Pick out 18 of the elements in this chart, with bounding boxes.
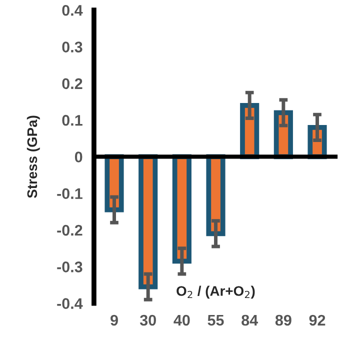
y-axis-title: Stress (GPa) bbox=[26, 116, 40, 198]
x-tick-label: 89 bbox=[275, 314, 292, 326]
y-tick-label: 0.3 bbox=[62, 42, 82, 52]
y-tick-label: 0.1 bbox=[62, 114, 82, 126]
x-tick-label: 84 bbox=[242, 314, 258, 326]
x-tick-label: 92 bbox=[309, 314, 326, 326]
y-tick-label: 0 bbox=[74, 152, 82, 162]
x-tick-label: 30 bbox=[140, 314, 156, 326]
y-tick-label: 0.4 bbox=[62, 4, 83, 16]
y-tick-label: -0.1 bbox=[57, 188, 82, 200]
y-tick-label: -0.3 bbox=[57, 262, 82, 272]
x-tick-label: 55 bbox=[208, 314, 224, 326]
y-tick-label: -0.2 bbox=[57, 224, 82, 236]
x-axis-title: O$_{2}$ / (Ar+O$_{2}$) bbox=[176, 286, 255, 299]
y-tick-label: -0.4 bbox=[57, 298, 83, 309]
x-tick-label: 9 bbox=[110, 314, 118, 326]
y-tick-label: 0.2 bbox=[62, 78, 82, 90]
x-tick-label: 40 bbox=[174, 314, 190, 326]
